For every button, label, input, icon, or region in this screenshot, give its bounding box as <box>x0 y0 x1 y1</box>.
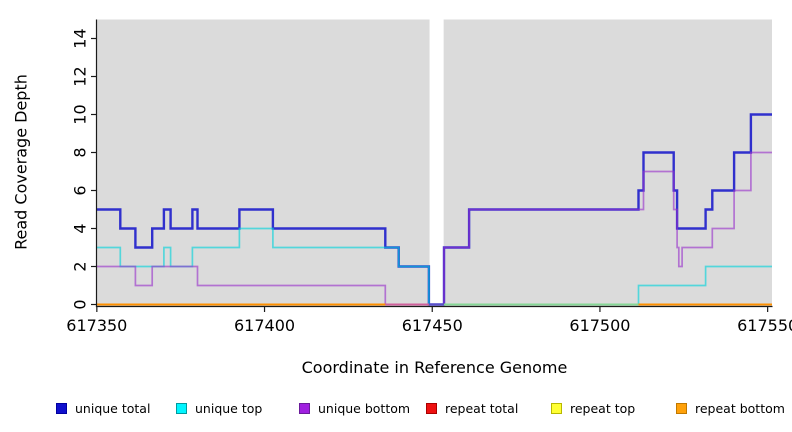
y-tick-label: 2 <box>71 261 90 271</box>
x-tick-label: 617400 <box>234 316 295 335</box>
x-tick-label: 617550 <box>737 316 792 335</box>
x-tick-label: 617350 <box>66 316 127 335</box>
y-tick-label: 0 <box>71 299 90 309</box>
x-axis-title: Coordinate in Reference Genome <box>301 358 568 377</box>
y-tick-label: 6 <box>71 185 90 195</box>
series-line-unique-bottom <box>96 151 772 306</box>
x-tick-label: 617450 <box>402 316 463 335</box>
y-tick-label: 8 <box>71 147 90 157</box>
y-tick-label: 4 <box>71 223 90 233</box>
y-tick-label: 14 <box>71 28 90 48</box>
y-tick-label: 12 <box>71 66 90 86</box>
coverage-gap <box>429 19 444 306</box>
y-tick-label: 10 <box>71 104 90 124</box>
x-tick-label: 617500 <box>569 316 630 335</box>
y-axis-title: Read Coverage Depth <box>11 74 31 250</box>
series-line-unique-top <box>96 227 772 306</box>
